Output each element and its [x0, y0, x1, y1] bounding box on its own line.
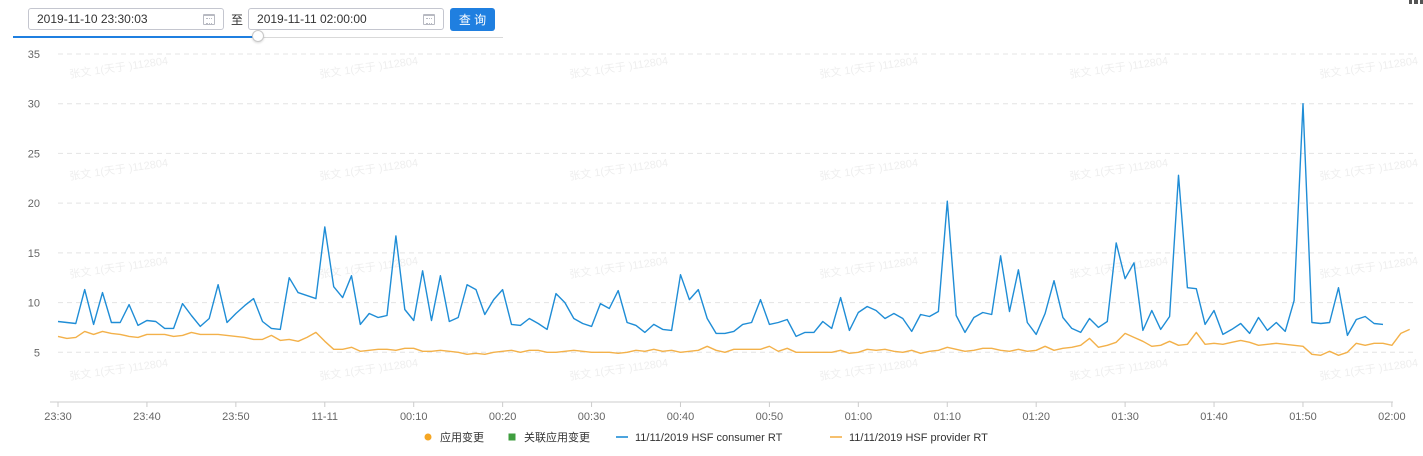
- y-tick-label: 35: [28, 49, 40, 61]
- x-tick-label: 01:40: [1200, 411, 1228, 423]
- legend-item[interactable]: 应用变更: [424, 430, 485, 444]
- watermark-text: 张文 1(天于 )112804: [568, 155, 668, 183]
- provider-rt-line[interactable]: [57, 328, 1410, 356]
- y-tick-label: 15: [28, 248, 40, 260]
- watermark-text: 张文 1(天于 )112804: [318, 253, 418, 281]
- end-date-value: 2019-11-11 02:00:00: [257, 12, 367, 26]
- x-tick-label: 01:00: [845, 411, 873, 423]
- watermark-text: 张文 1(天于 )112804: [68, 53, 168, 81]
- x-axis: 23:30 23:40 23:50 11-11 00:10 00:20 00:30 00:40…: [44, 401, 1406, 423]
- time-range-slider-fill: [13, 36, 258, 38]
- start-date-value: 2019-11-10 23:30:03: [37, 12, 148, 26]
- end-date-input[interactable]: 2019-11-11 02:00:00: [248, 8, 445, 30]
- watermark-text: 张文 1(天于 )112804: [68, 355, 168, 383]
- toolbar-icon[interactable]: [1409, 0, 1423, 4]
- y-tick-label: 10: [28, 298, 40, 310]
- legend-circle-marker: [424, 433, 432, 441]
- watermark-text: 张文 1(天于 )112804: [318, 155, 418, 183]
- watermark-text: 张文 1(天于 )112804: [68, 253, 168, 281]
- x-tick-label: 01:20: [1022, 411, 1050, 423]
- y-tick-label: 30: [28, 99, 40, 111]
- watermark-text: 张文 1(天于 )112804: [318, 355, 418, 383]
- watermark-layer: 张文 1(天于 )112804 张文 1(天于 )112804 张文 1(天于 )1…: [68, 53, 1418, 383]
- legend-item[interactable]: 关联应用变更: [508, 430, 591, 444]
- watermark-text: 张文 1(天于 )112804: [818, 155, 918, 183]
- legend-item[interactable]: 11/11/2019 HSF consumer RT: [616, 432, 783, 444]
- chart-legend: 应用变更 关联应用变更 11/11/2019 HSF consumer RT 11/1…: [424, 430, 988, 444]
- watermark-text: 张文 1(天于 )112804: [568, 253, 668, 281]
- query-button[interactable]: 查 询: [450, 7, 496, 31]
- y-tick-label: 25: [28, 148, 40, 160]
- x-tick-label: 23:50: [222, 411, 250, 423]
- x-tick-label: 00:50: [756, 411, 784, 423]
- x-tick-label: 00:30: [578, 411, 606, 423]
- watermark-text: 张文 1(天于 )112804: [1318, 53, 1418, 81]
- watermark-text: 张文 1(天于 )112804: [1318, 253, 1418, 281]
- y-axis: 5 10 15 20 25 30 35: [28, 49, 40, 359]
- legend-label: 关联应用变更: [524, 430, 590, 444]
- y-tick-label: 5: [34, 347, 40, 359]
- legend-square-marker: [508, 433, 516, 441]
- legend-label: 应用变更: [440, 430, 484, 444]
- watermark-text: 张文 1(天于 )112804: [1068, 155, 1168, 183]
- x-tick-label: 02:00: [1378, 411, 1406, 423]
- watermark-text: 张文 1(天于 )112804: [818, 355, 918, 383]
- legend-label: 11/11/2019 HSF provider RT: [849, 432, 988, 444]
- calendar-icon[interactable]: [423, 13, 436, 25]
- x-tick-label: 00:10: [400, 411, 428, 423]
- watermark-text: 张文 1(天于 )112804: [1068, 355, 1168, 383]
- date-range-query-bar: 2019-11-10 23:30:03 至 2019-11-11 02:00:0…: [28, 7, 496, 31]
- time-range-slider-handle[interactable]: [252, 30, 264, 42]
- watermark-text: 张文 1(天于 )112804: [568, 355, 668, 383]
- calendar-icon[interactable]: [203, 13, 215, 25]
- y-tick-label: 20: [28, 198, 40, 210]
- x-tick-label: 01:10: [933, 411, 961, 423]
- watermark-text: 张文 1(天于 )112804: [1068, 253, 1168, 281]
- watermark-text: 张文 1(天于 )112804: [1068, 53, 1168, 81]
- watermark-text: 张文 1(天于 )112804: [68, 155, 168, 183]
- watermark-text: 张文 1(天于 )112804: [1318, 155, 1418, 183]
- watermark-text: 张文 1(天于 )112804: [568, 53, 668, 81]
- legend-label: 11/11/2019 HSF consumer RT: [635, 432, 783, 444]
- x-tick-label: 23:30: [44, 411, 72, 423]
- x-tick-label: 01:30: [1111, 411, 1139, 423]
- date-range-separator: 至: [231, 12, 244, 27]
- x-tick-label: 01:50: [1289, 411, 1317, 423]
- chart-series: [57, 102, 1410, 356]
- x-tick-label: 00:20: [489, 411, 517, 423]
- watermark-text: 张文 1(天于 )112804: [818, 53, 918, 81]
- x-tick-label: 11-11: [312, 411, 339, 423]
- x-tick-label: 23:40: [133, 411, 161, 423]
- watermark-text: 张文 1(天于 )112804: [818, 253, 918, 281]
- x-tick-label: 00:40: [667, 411, 695, 423]
- consumer-rt-line[interactable]: [57, 102, 1384, 338]
- legend-item[interactable]: 11/11/2019 HSF provider RT: [830, 432, 988, 444]
- watermark-text: 张文 1(天于 )112804: [1318, 355, 1418, 383]
- watermark-text: 张文 1(天于 )112804: [318, 53, 418, 81]
- start-date-input[interactable]: 2019-11-10 23:30:03: [28, 8, 224, 30]
- chart-grid: [58, 53, 1413, 353]
